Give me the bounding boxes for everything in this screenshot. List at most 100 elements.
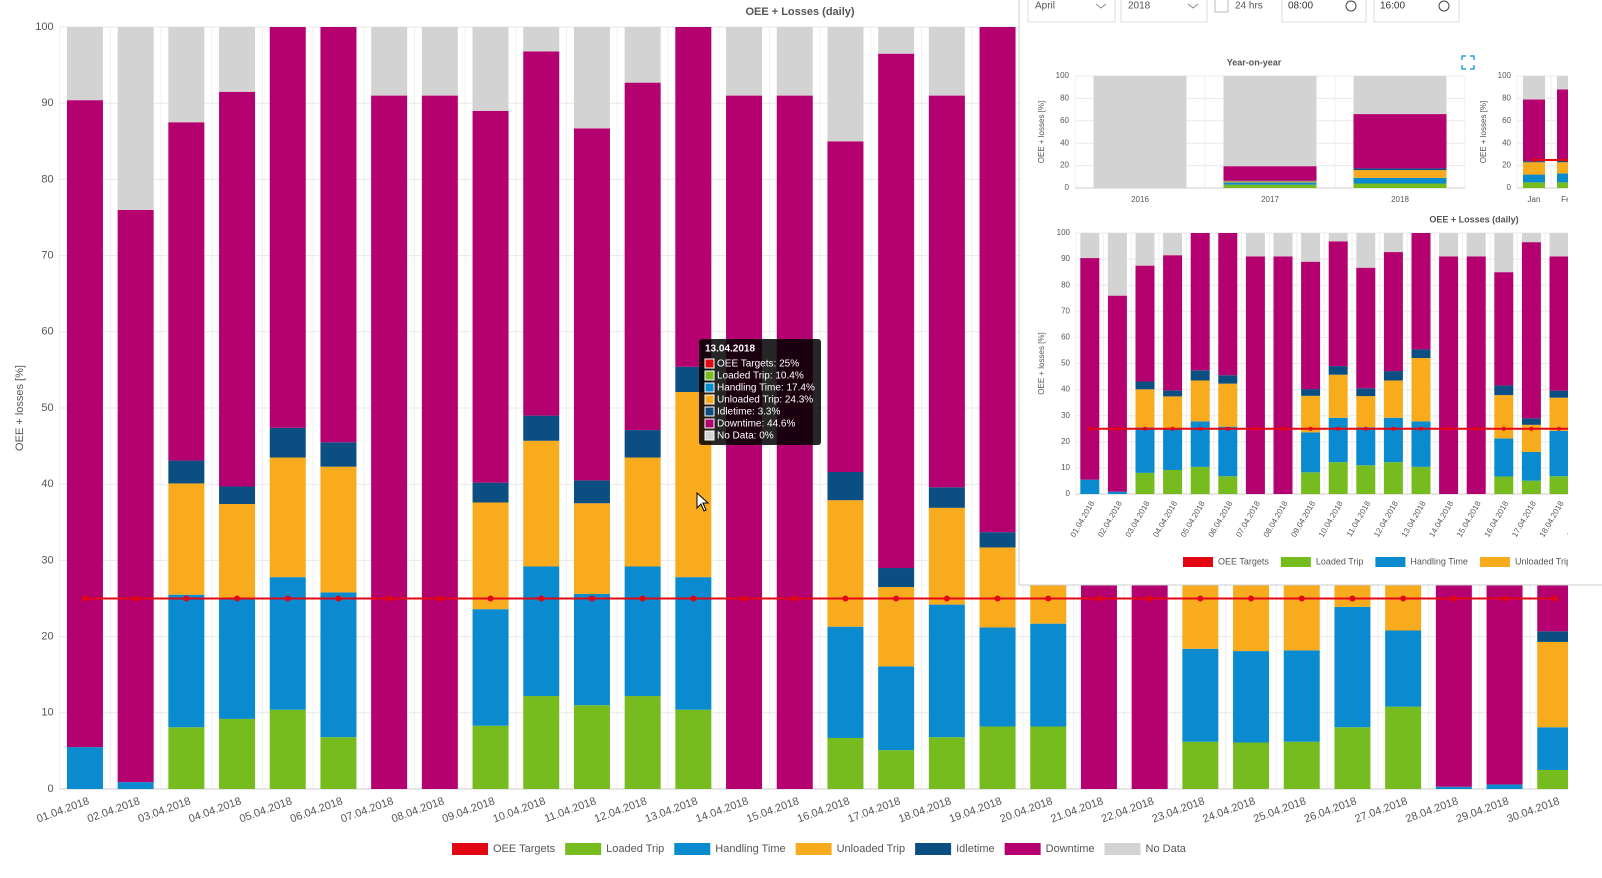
year-select[interactable]	[1120, 0, 1208, 23]
bar-segment	[1190, 380, 1210, 422]
x-tick-label: 11.04.2018	[543, 795, 598, 825]
bar-segment	[1218, 375, 1238, 384]
target-point	[893, 595, 900, 602]
bar-segment	[1494, 272, 1514, 386]
expand-icon[interactable]	[1461, 55, 1475, 70]
bar-segment	[1163, 396, 1183, 429]
bar-segment	[1328, 241, 1348, 367]
bar-segment	[573, 593, 610, 706]
dropdown-arrow	[1187, 3, 1199, 9]
y-tick-label: 100	[35, 21, 53, 33]
x-tick-label: 2017	[1261, 195, 1279, 204]
bar-segment	[1223, 181, 1317, 183]
y-tick-label: 80	[1502, 94, 1511, 103]
y-tick-label: 20	[41, 631, 53, 643]
tooltip-item: Handling Time: 17.4%	[717, 383, 815, 394]
bar-segment	[1557, 173, 1568, 183]
x-tick-label: 03.04.2018	[137, 795, 193, 825]
bar-segment	[878, 27, 915, 54]
tooltip-swatch	[704, 430, 715, 441]
bar-segment	[1385, 630, 1422, 707]
bar-segment	[1245, 233, 1265, 257]
hours-checkbox[interactable]	[1214, 0, 1229, 13]
bar-segment	[1439, 233, 1459, 257]
bar-segment	[168, 727, 205, 789]
bar-segment	[573, 503, 610, 594]
bar-segment	[1494, 476, 1514, 494]
x-tick-label: 2018	[1391, 195, 1409, 204]
bar-segment	[371, 95, 408, 789]
bar-segment	[1273, 256, 1293, 494]
bar-segment	[1301, 432, 1321, 473]
bar-segment	[1093, 76, 1187, 188]
target-point	[234, 595, 241, 602]
target-point	[436, 595, 443, 602]
bar-segment	[1273, 233, 1293, 257]
target-point	[1552, 595, 1559, 602]
bar-segment	[421, 95, 458, 789]
legend-label: OEE Targets	[493, 843, 556, 855]
bar-segment	[1537, 769, 1568, 789]
bar-segment	[573, 705, 610, 789]
bar-segment	[1356, 396, 1376, 428]
bar-segment	[1523, 99, 1545, 162]
bar-segment	[1080, 233, 1100, 259]
y-tick-label: 40	[41, 478, 53, 490]
bar-segment	[1135, 265, 1155, 382]
legend-label: Loaded Trip	[606, 843, 664, 855]
bar-segment	[320, 592, 357, 738]
legend-label: Handling Time	[1410, 556, 1468, 566]
x-tick-label: 09.04.2018	[441, 795, 497, 825]
target-point	[1281, 426, 1285, 431]
bar-segment	[1494, 438, 1514, 477]
target-point	[487, 595, 494, 602]
bar-segment	[1549, 256, 1568, 391]
y-tick-label: 40	[1061, 385, 1070, 394]
tooltip-item: Unloaded Trip: 24.3%	[717, 395, 813, 406]
bar-segment	[1163, 255, 1183, 391]
bar-segment	[624, 27, 661, 83]
bar-segment	[979, 627, 1016, 727]
target-point	[1115, 426, 1120, 431]
bar-segment	[168, 460, 205, 484]
bar-segment	[1494, 233, 1514, 273]
bar-segment	[1223, 182, 1317, 185]
x-tick-label: 14.04.2018	[694, 795, 750, 825]
target-point	[1095, 595, 1102, 602]
to-time-input[interactable]	[1373, 0, 1460, 23]
legend-swatch	[1183, 557, 1213, 567]
x-tick-label: 24.04.2018	[1201, 795, 1257, 825]
bar-segment	[675, 709, 712, 789]
target-point	[741, 595, 748, 602]
y-tick-label: 70	[1061, 306, 1070, 315]
month-select[interactable]	[1027, 0, 1116, 23]
x-tick-label: 18.04.2018	[897, 795, 953, 825]
bar-segment	[1218, 233, 1238, 376]
x-tick-label: 26.04.2018	[1303, 795, 1359, 825]
x-tick-label: 04.04.2018	[187, 795, 243, 825]
bar-segment	[827, 141, 864, 473]
tooltip-box	[699, 339, 821, 445]
bar-segment	[1353, 177, 1447, 184]
tooltip: 13.04.2018 OEE Targets: 25%Loaded Trip: …	[699, 339, 821, 445]
bar-segment	[1182, 648, 1219, 742]
bar-segment	[1383, 380, 1403, 418]
bar-segment	[1245, 256, 1265, 494]
y-tick-label: 70	[41, 250, 53, 262]
bar-segment	[827, 500, 864, 627]
bar-segment	[979, 547, 1016, 628]
from-time-input[interactable]	[1281, 0, 1367, 23]
bar-segment	[371, 27, 408, 96]
bar-segment	[320, 737, 357, 789]
tooltip-swatch	[704, 358, 715, 369]
target-point	[132, 595, 139, 602]
x-tick-label: 25.04.2018	[1252, 795, 1308, 825]
bar-segment	[1223, 76, 1317, 167]
bar-segment	[928, 604, 965, 738]
legend-swatch	[452, 843, 488, 855]
bar-segment	[1030, 623, 1067, 727]
y-tick-label: 40	[1060, 138, 1069, 147]
target-point	[1557, 426, 1561, 431]
bar-segment	[827, 737, 864, 789]
bar-segment	[1328, 462, 1348, 494]
